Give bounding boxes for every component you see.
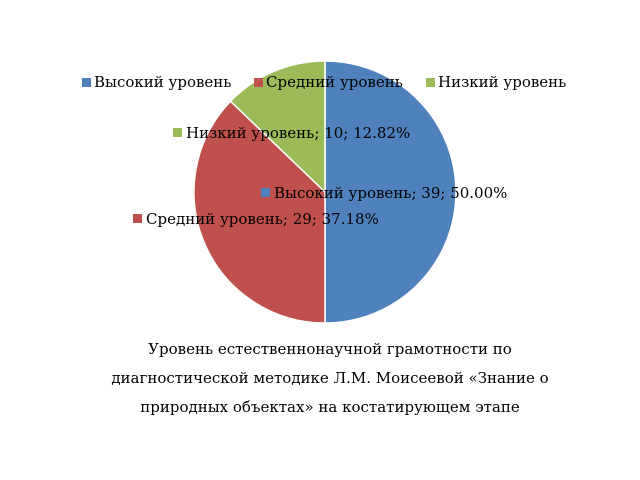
caption-line-1: Уровень естественнонаучной грамотности п…	[148, 340, 512, 358]
caption-line-2: диагностической методике Л.М. Моисеевой …	[111, 369, 549, 387]
pie-slice-1	[324, 60, 457, 324]
data-label-swatch-2	[133, 214, 142, 223]
data-label-swatch-1	[261, 188, 270, 197]
data-label-1: Высокий уровень; 39; 50.00%	[274, 184, 507, 202]
legend-label-1: Высокий уровень	[94, 73, 231, 91]
data-label-swatch-3	[173, 128, 182, 137]
legend-label-3: Низкий уровень	[438, 73, 566, 91]
data-label-3: Низкий уровень; 10; 12.82%	[186, 124, 410, 142]
legend-swatch-1	[82, 78, 91, 87]
pie-slice-3	[229, 60, 326, 194]
data-label-2: Средний уровень; 29; 37.18%	[146, 210, 379, 228]
legend-swatch-2	[254, 78, 263, 87]
chart-caption: Уровень естественнонаучной грамотности п…	[80, 335, 580, 422]
caption-line-3: природных объектах» на костатирующем эта…	[140, 398, 520, 416]
legend-swatch-3	[426, 78, 435, 87]
legend-label-2: Средний уровень	[266, 73, 403, 91]
pie-slice-2	[193, 100, 326, 324]
